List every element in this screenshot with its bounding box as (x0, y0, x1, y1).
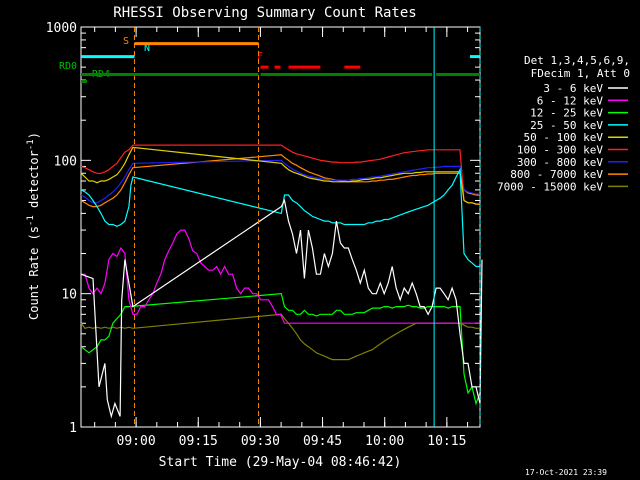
x-tick-label: 09:45 (303, 434, 342, 449)
legend-label: 800 - 7000 keV (510, 168, 603, 181)
y-tick-label: 10 (61, 288, 77, 303)
legend-label: 100 - 300 keV (517, 144, 603, 157)
series-25-50-kev (80, 167, 480, 268)
flag-label-f: F (257, 51, 263, 62)
flag-label-s: S (123, 36, 129, 47)
y-tick-label: 1000 (46, 21, 77, 36)
x-axis-label: Start Time (29-May-04 08:46:42) (159, 455, 402, 470)
series-100-300-kev (80, 144, 480, 205)
y-tick-label: 1 (69, 421, 77, 436)
flag-label-rd0: RD0 (59, 61, 77, 72)
svg-text:Count Rate (s-1 detector-1): Count Rate (s-1 detector-1) (26, 132, 41, 320)
legend-label: 300 - 800 keV (517, 156, 603, 169)
x-tick-label: 10:15 (427, 434, 466, 449)
flag-label-n: N (144, 43, 150, 54)
x-tick-label: 09:15 (179, 434, 218, 449)
x-tick-label: 09:30 (241, 434, 280, 449)
y-axis-ticks: 1 10 100 1000 (46, 21, 480, 436)
legend-label: 7000 - 15000 keV (497, 180, 603, 193)
y-tick-label: 100 (54, 154, 77, 169)
series-300-800-kev (80, 159, 480, 204)
x-tick-label: 09:00 (117, 434, 156, 449)
legend-label: 25 - 50 keV (530, 119, 603, 132)
legend-label: 6 - 12 keV (537, 94, 604, 107)
y-axis-label: Count Rate (s-1 detector-1) (26, 132, 41, 320)
series-3-6-kev (80, 198, 483, 419)
series-lines (80, 144, 483, 419)
x-axis-ticks: 09:00 09:15 09:30 09:45 10:00 10:15 (94, 27, 469, 449)
series-12-25-kev (80, 293, 481, 406)
series-50-100-kev (80, 146, 480, 205)
legend-label: 3 - 6 keV (543, 82, 603, 95)
legend-header-2: FDecim 1, Att 0 (531, 67, 630, 80)
chart-title: RHESSI Observing Summary Count Rates (113, 5, 416, 21)
series-800-7000-kev (80, 154, 480, 208)
x-tick-label: 10:00 (365, 434, 404, 449)
vertical-markers (133, 27, 481, 427)
legend-label: 50 - 100 keV (524, 131, 604, 144)
series-6-12-kev (81, 229, 480, 324)
legend-header-1: Det 1,3,4,5,6,9, (524, 54, 630, 67)
footer-timestamp: 17-Oct-2021 23:39 (525, 468, 607, 477)
flag-bars (81, 42, 480, 84)
legend-label: 12 - 25 keV (530, 107, 603, 120)
